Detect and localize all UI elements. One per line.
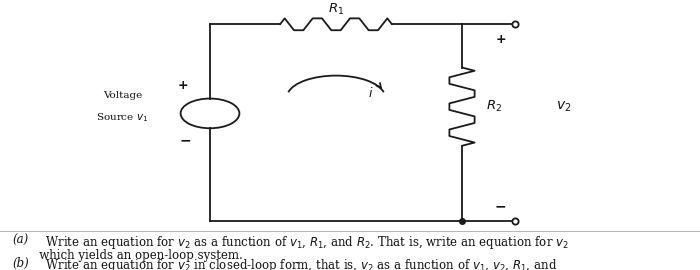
Text: +: + [495,33,506,46]
Text: $R_1$: $R_1$ [328,2,344,17]
Text: +: + [178,79,189,92]
Text: Write an equation for $v_2$ in closed-loop form, that is, $v_2$ as a function of: Write an equation for $v_2$ in closed-lo… [38,257,558,270]
Text: which yields an open-loop system.: which yields an open-loop system. [13,249,242,262]
Text: Voltage: Voltage [103,91,142,100]
Text: Source $v_1$: Source $v_1$ [97,111,148,124]
Text: −: − [180,133,191,147]
Text: (a): (a) [13,234,29,247]
Text: $i$: $i$ [368,86,373,100]
Text: $v_2$: $v_2$ [556,99,572,114]
Text: Write an equation for $v_2$ as a function of $v_1$, $R_1$, and $R_2$. That is, w: Write an equation for $v_2$ as a functio… [38,234,569,251]
Text: $R_2$: $R_2$ [486,99,503,114]
Text: −: − [495,200,506,214]
Text: (b): (b) [13,257,29,270]
